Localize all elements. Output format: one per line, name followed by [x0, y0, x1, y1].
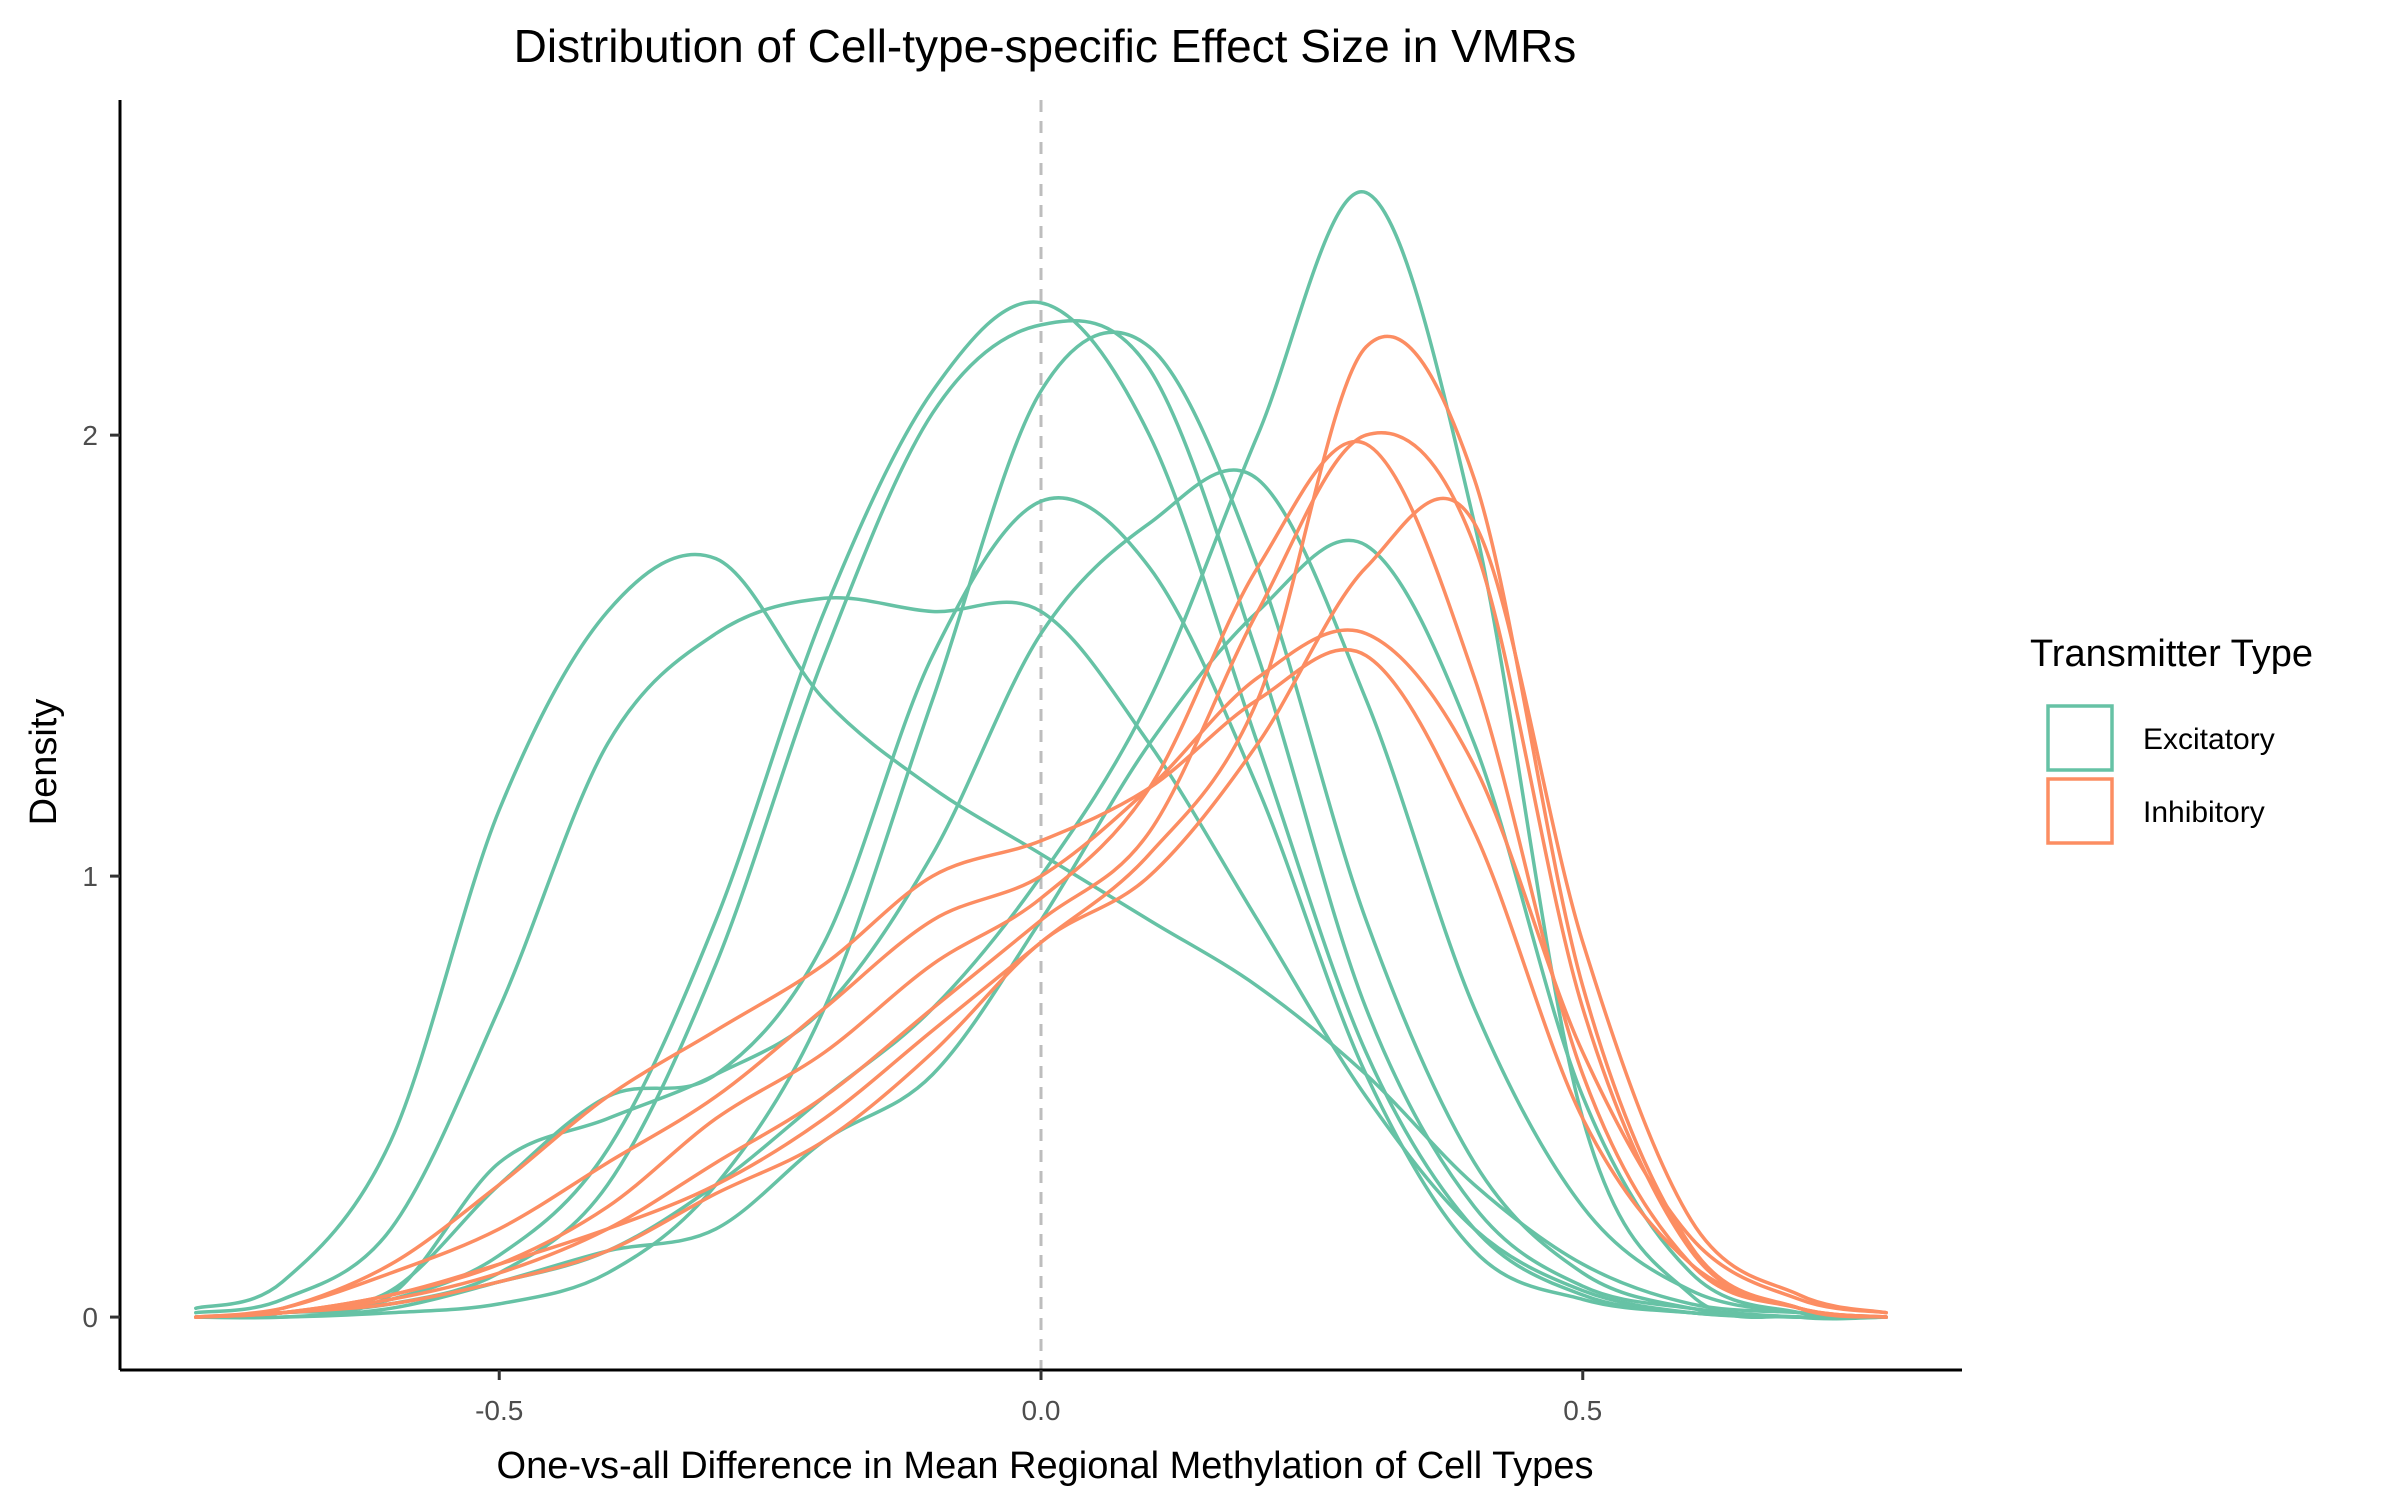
inhibitory-density-curve: [194, 647, 1888, 1319]
x-axis-title: One-vs-all Difference in Mean Regional M…: [497, 1445, 1594, 1487]
excitatory-density-curve: [194, 319, 1888, 1320]
x-axis-ticks: -0.5 0.0 0.5: [475, 1370, 1602, 1426]
legend-label: Inhibitory: [2143, 796, 2265, 829]
y-tick-label: 1: [82, 861, 98, 892]
excitatory-density-curve: [194, 468, 1888, 1319]
plot-area: [194, 100, 1888, 1370]
chart-title: Distribution of Cell-type-specific Effec…: [514, 20, 1577, 72]
density-curves: [194, 190, 1888, 1321]
legend: Transmitter Type Excitatory Inhibitory: [2030, 633, 2313, 845]
excitatory-density-curve: [194, 595, 1888, 1320]
y-tick-label: 0: [82, 1302, 98, 1333]
x-tick-label: 0.0: [1022, 1395, 1061, 1426]
x-tick-label: 0.5: [1563, 1395, 1602, 1426]
excitatory-density-curve: [194, 300, 1888, 1320]
inhibitory-density-curve: [194, 334, 1888, 1319]
legend-key: [2046, 777, 2114, 845]
legend-title: Transmitter Type: [2030, 633, 2313, 675]
x-tick-label: -0.5: [475, 1395, 523, 1426]
legend-key: [2046, 704, 2114, 772]
excitatory-density-curve: [194, 330, 1888, 1320]
inhibitory-density-curve: [194, 430, 1888, 1319]
legend-entries: Excitatory Inhibitory: [2046, 704, 2275, 845]
inhibitory-density-curve: [194, 628, 1888, 1319]
inhibitory-density-curve: [194, 496, 1888, 1319]
y-axis-title: Density: [23, 699, 65, 826]
axes: -0.5 0.0 0.5 0 1 2: [82, 100, 1962, 1426]
y-axis-ticks: 0 1 2: [82, 420, 120, 1333]
legend-label: Excitatory: [2143, 723, 2275, 756]
y-tick-label: 2: [82, 420, 98, 451]
excitatory-density-curve: [194, 552, 1888, 1319]
